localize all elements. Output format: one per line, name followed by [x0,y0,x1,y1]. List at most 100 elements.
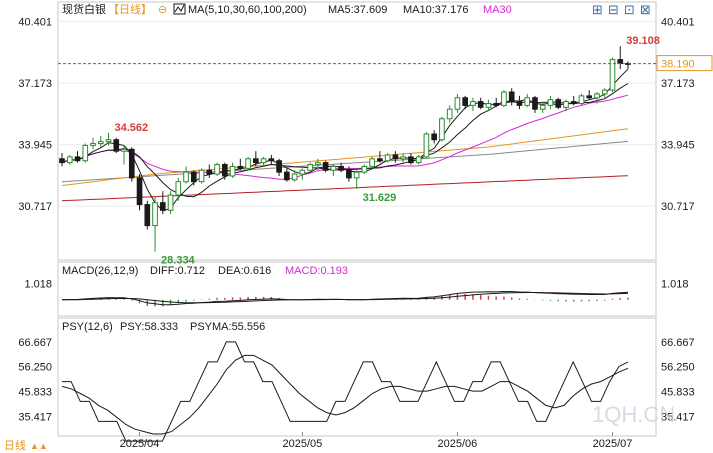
candle-body [299,169,306,175]
candle-body [260,158,267,164]
candle-body [594,93,600,99]
psy-y-tick-right: 66.667 [661,337,695,349]
candle-body [578,95,585,104]
settings-icon[interactable]: ⊖ [158,4,167,16]
candle-body [229,165,236,177]
candle-body [439,118,445,141]
candle-body [128,148,135,179]
candle-body [532,97,538,110]
candle-body [601,89,608,95]
candle-body [369,158,375,167]
psy-value: PSY:58.333 [120,321,178,333]
psy-y-tick-right: 56.250 [661,362,695,374]
candle-body [454,97,461,110]
instrument-name: 现货白银 [62,2,106,16]
y-tick-right: 30.717 [661,201,695,213]
macd-value: MACD:0.193 [285,265,348,277]
x-tick-label: 2025/04 [120,438,160,450]
candle-body [90,143,96,146]
psy-line [62,341,629,442]
y-tick-left: 40.401 [18,16,52,28]
candle-body [330,165,337,171]
psy-y-tick-left: 66.667 [18,337,52,349]
candle-body [516,101,523,106]
candle-body [563,101,569,108]
y-tick-right: 33.945 [661,140,695,152]
candle-body [113,139,120,152]
candle-body [446,108,453,120]
candle-body [547,99,554,106]
candle-body [221,164,228,177]
macd-panel-frame [57,261,657,317]
candle-body [315,162,321,166]
main-panel-frame [57,1,657,261]
candle-body [400,156,406,160]
candle-body [586,95,593,99]
ma-chart-icon[interactable] [173,3,186,15]
footer-arrow-icons[interactable]: ▲▲ [30,441,48,451]
toolbar-button-1[interactable]: ⊞ [592,2,603,17]
candle-body [539,104,546,110]
candle-body [105,139,112,143]
y-tick-left: 33.945 [18,140,52,152]
candle-body [555,99,562,108]
candle-body [291,173,298,181]
candle-body [307,164,313,171]
candle-body [190,171,197,183]
candle-body [493,102,500,106]
candle-body [377,158,383,162]
psyma-line [61,354,629,435]
psy-title: PSY(12,6) [62,321,113,333]
psy-panel-frame [57,317,657,437]
axis-tick-labels: 40.401 40.401 37.173 37.173 33.945 33.945 30.7… [18,16,694,450]
psy-y-tick-right: 35.417 [661,411,695,423]
ma30-line [61,94,629,180]
candle-body [276,160,282,173]
macd-y-tick-left: 1.018 [24,279,52,291]
toolbar-button-2[interactable]: ⊟ [608,2,619,17]
period-label[interactable]: 【日线】 [108,2,152,16]
annotation-low: 28.334 [161,255,196,267]
candle-body [423,133,430,158]
candle-body [322,162,329,171]
candle-body [245,158,251,169]
candle-body [609,59,616,91]
candle-body [136,177,143,206]
psy-y-tick-left: 35.417 [18,411,52,423]
candle-body [408,156,414,164]
y-tick-left: 30.717 [18,201,52,213]
candle-body [617,59,624,64]
candle-body [268,158,275,162]
moving-average-lines [61,68,629,212]
candle-body [175,181,182,196]
candle-body [392,154,399,160]
watermark: 1QH.CN [592,402,675,427]
candle-body [167,194,174,211]
macd-diff: DIFF:0.712 [150,265,205,277]
macd-diff-line [61,290,629,306]
ma100-line [61,140,629,183]
annotation-local-low: 31.629 [363,192,397,204]
candle-body [66,156,73,164]
candle-body [214,164,220,175]
candle-body [206,169,213,175]
candle-body [361,165,368,173]
candle-body [74,156,81,162]
x-tick-label: 2025/05 [282,438,322,450]
candle-body [501,91,507,106]
candle-body [353,171,360,179]
psy-y-tick-right: 45.833 [661,387,695,399]
candle-body [144,204,151,227]
toolbar-button-4[interactable]: ⊠ [640,2,651,17]
toolbar-button-3[interactable]: ⊡ [624,2,635,17]
macd-y-tick-right: 1.018 [661,279,689,291]
candle-body [338,165,344,171]
footer-period-tab[interactable]: 日线 [4,438,26,452]
ma60-line [61,128,629,186]
y-tick-right: 37.173 [661,78,695,90]
candle-body [485,102,492,108]
candle-body [82,144,89,162]
y-tick-right: 40.401 [661,16,695,28]
candlesticks [59,46,631,252]
